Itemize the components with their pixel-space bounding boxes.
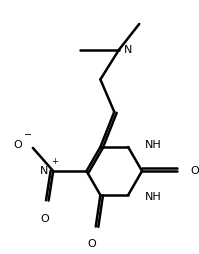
Text: O: O (13, 140, 22, 150)
Text: O: O (190, 166, 199, 176)
Text: NH: NH (145, 140, 162, 150)
Text: +: + (52, 157, 59, 166)
Text: O: O (41, 214, 49, 224)
Text: −: − (24, 130, 32, 140)
Text: N: N (40, 166, 49, 176)
Text: O: O (88, 240, 97, 249)
Text: NH: NH (145, 192, 162, 202)
Text: N: N (124, 45, 132, 55)
